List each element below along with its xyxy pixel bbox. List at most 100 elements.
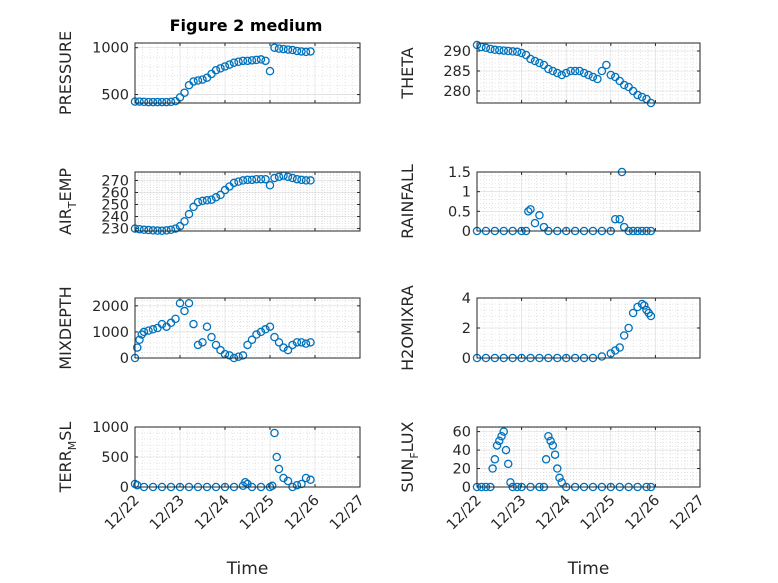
- axes-frame: [134, 297, 361, 359]
- data-point: [593, 74, 602, 84]
- data-point: [265, 66, 275, 76]
- y-tick-label: 1000: [92, 420, 129, 436]
- data-point: [238, 176, 248, 185]
- data-point: [137, 330, 146, 339]
- data-point: [588, 72, 598, 82]
- data-point: [139, 225, 149, 235]
- data-point: [171, 314, 180, 324]
- y-axis-label: RAINFALL: [398, 164, 417, 239]
- data-point: [550, 450, 560, 459]
- data-point: [243, 175, 252, 185]
- data-point: [234, 177, 243, 186]
- x-tick-label: 12/22: [102, 493, 143, 534]
- y-axis-label: PRESSURE: [56, 31, 75, 115]
- data-point: [301, 47, 311, 57]
- data-point: [584, 70, 593, 80]
- data-point: [247, 335, 257, 344]
- y-axis-label: MIXDEPTH: [56, 286, 75, 369]
- data-point: [166, 97, 176, 107]
- data-point: [557, 478, 566, 487]
- y-axis-label: SUNFLUX: [398, 421, 421, 492]
- data-point: [301, 339, 311, 348]
- data-point: [148, 97, 158, 107]
- data-point: [274, 44, 284, 53]
- data-point: [524, 207, 533, 216]
- data-point: [144, 326, 153, 335]
- data-point: [171, 224, 180, 233]
- data-point: [229, 58, 239, 67]
- data-point: [288, 340, 297, 350]
- data-point: [270, 43, 279, 52]
- data-point: [252, 330, 261, 339]
- data-point: [198, 75, 207, 84]
- data-point: [243, 56, 252, 66]
- data-point: [579, 68, 589, 78]
- y-tick-label: 0: [462, 224, 471, 240]
- y-tick-label: 60: [453, 425, 471, 441]
- data-point: [202, 322, 212, 331]
- data-point: [144, 225, 153, 235]
- data-point: [555, 473, 564, 483]
- y-tick-label: 260: [101, 185, 129, 201]
- data-point: [602, 60, 611, 70]
- data-point: [267, 481, 277, 491]
- data-point: [615, 214, 624, 224]
- data-point: [135, 97, 144, 106]
- data-point: [270, 428, 279, 438]
- data-point: [548, 441, 558, 450]
- data-point: [252, 55, 261, 65]
- data-point: [162, 97, 171, 107]
- data-point: [247, 56, 257, 65]
- data-point: [486, 44, 495, 54]
- data-point: [646, 311, 656, 321]
- y-tick-label: 1000: [92, 41, 129, 57]
- y-tick-label: 500: [101, 88, 129, 104]
- data-point: [238, 351, 248, 360]
- data-point: [503, 459, 513, 469]
- x-tick-label: 12/23: [147, 493, 188, 534]
- data-point: [606, 70, 616, 80]
- data-point: [189, 319, 198, 329]
- plot-area: [477, 172, 700, 231]
- data-point: [175, 298, 185, 308]
- data-point: [166, 225, 176, 235]
- data-point: [501, 445, 511, 455]
- data-point: [637, 299, 647, 309]
- data-point: [211, 65, 221, 75]
- data-point: [139, 327, 149, 337]
- x-tick-label: 12/23: [489, 493, 530, 534]
- data-point: [544, 431, 553, 441]
- data-point: [306, 475, 315, 485]
- data-point: [189, 202, 198, 212]
- data-point: [261, 174, 270, 184]
- data-point: [497, 431, 506, 441]
- pressure-plot: 500 1000 PRESSURE: [56, 31, 361, 115]
- data-point: [481, 43, 491, 53]
- data-point: [148, 226, 158, 235]
- data-point: [184, 209, 194, 219]
- rainfall-plot: 0 0.5 1 1.5 RAINFALL: [398, 164, 701, 240]
- x-tick-label: 12/26: [282, 493, 323, 534]
- data-point: [292, 338, 302, 347]
- data-point: [139, 97, 149, 107]
- data-point: [243, 340, 252, 350]
- y-tick-label: 20: [453, 462, 471, 478]
- data-point: [301, 176, 311, 185]
- data-point: [189, 77, 198, 86]
- data-point: [274, 338, 284, 347]
- data-point: [193, 340, 203, 350]
- data-point: [495, 436, 504, 446]
- y-tick-label: 0: [120, 351, 129, 367]
- data-point: [279, 44, 288, 54]
- data-point: [619, 80, 629, 90]
- data-point: [135, 224, 144, 234]
- data-point: [297, 175, 306, 185]
- y-tick-label: 250: [101, 198, 129, 214]
- data-point: [180, 88, 189, 97]
- data-point: [193, 76, 203, 85]
- data-point: [252, 174, 261, 184]
- data-point: [274, 464, 284, 474]
- axes-frame: [134, 426, 361, 488]
- y-tick-label: 1.5: [448, 165, 471, 181]
- theta-plot: 280 285 290 THETA: [398, 40, 701, 108]
